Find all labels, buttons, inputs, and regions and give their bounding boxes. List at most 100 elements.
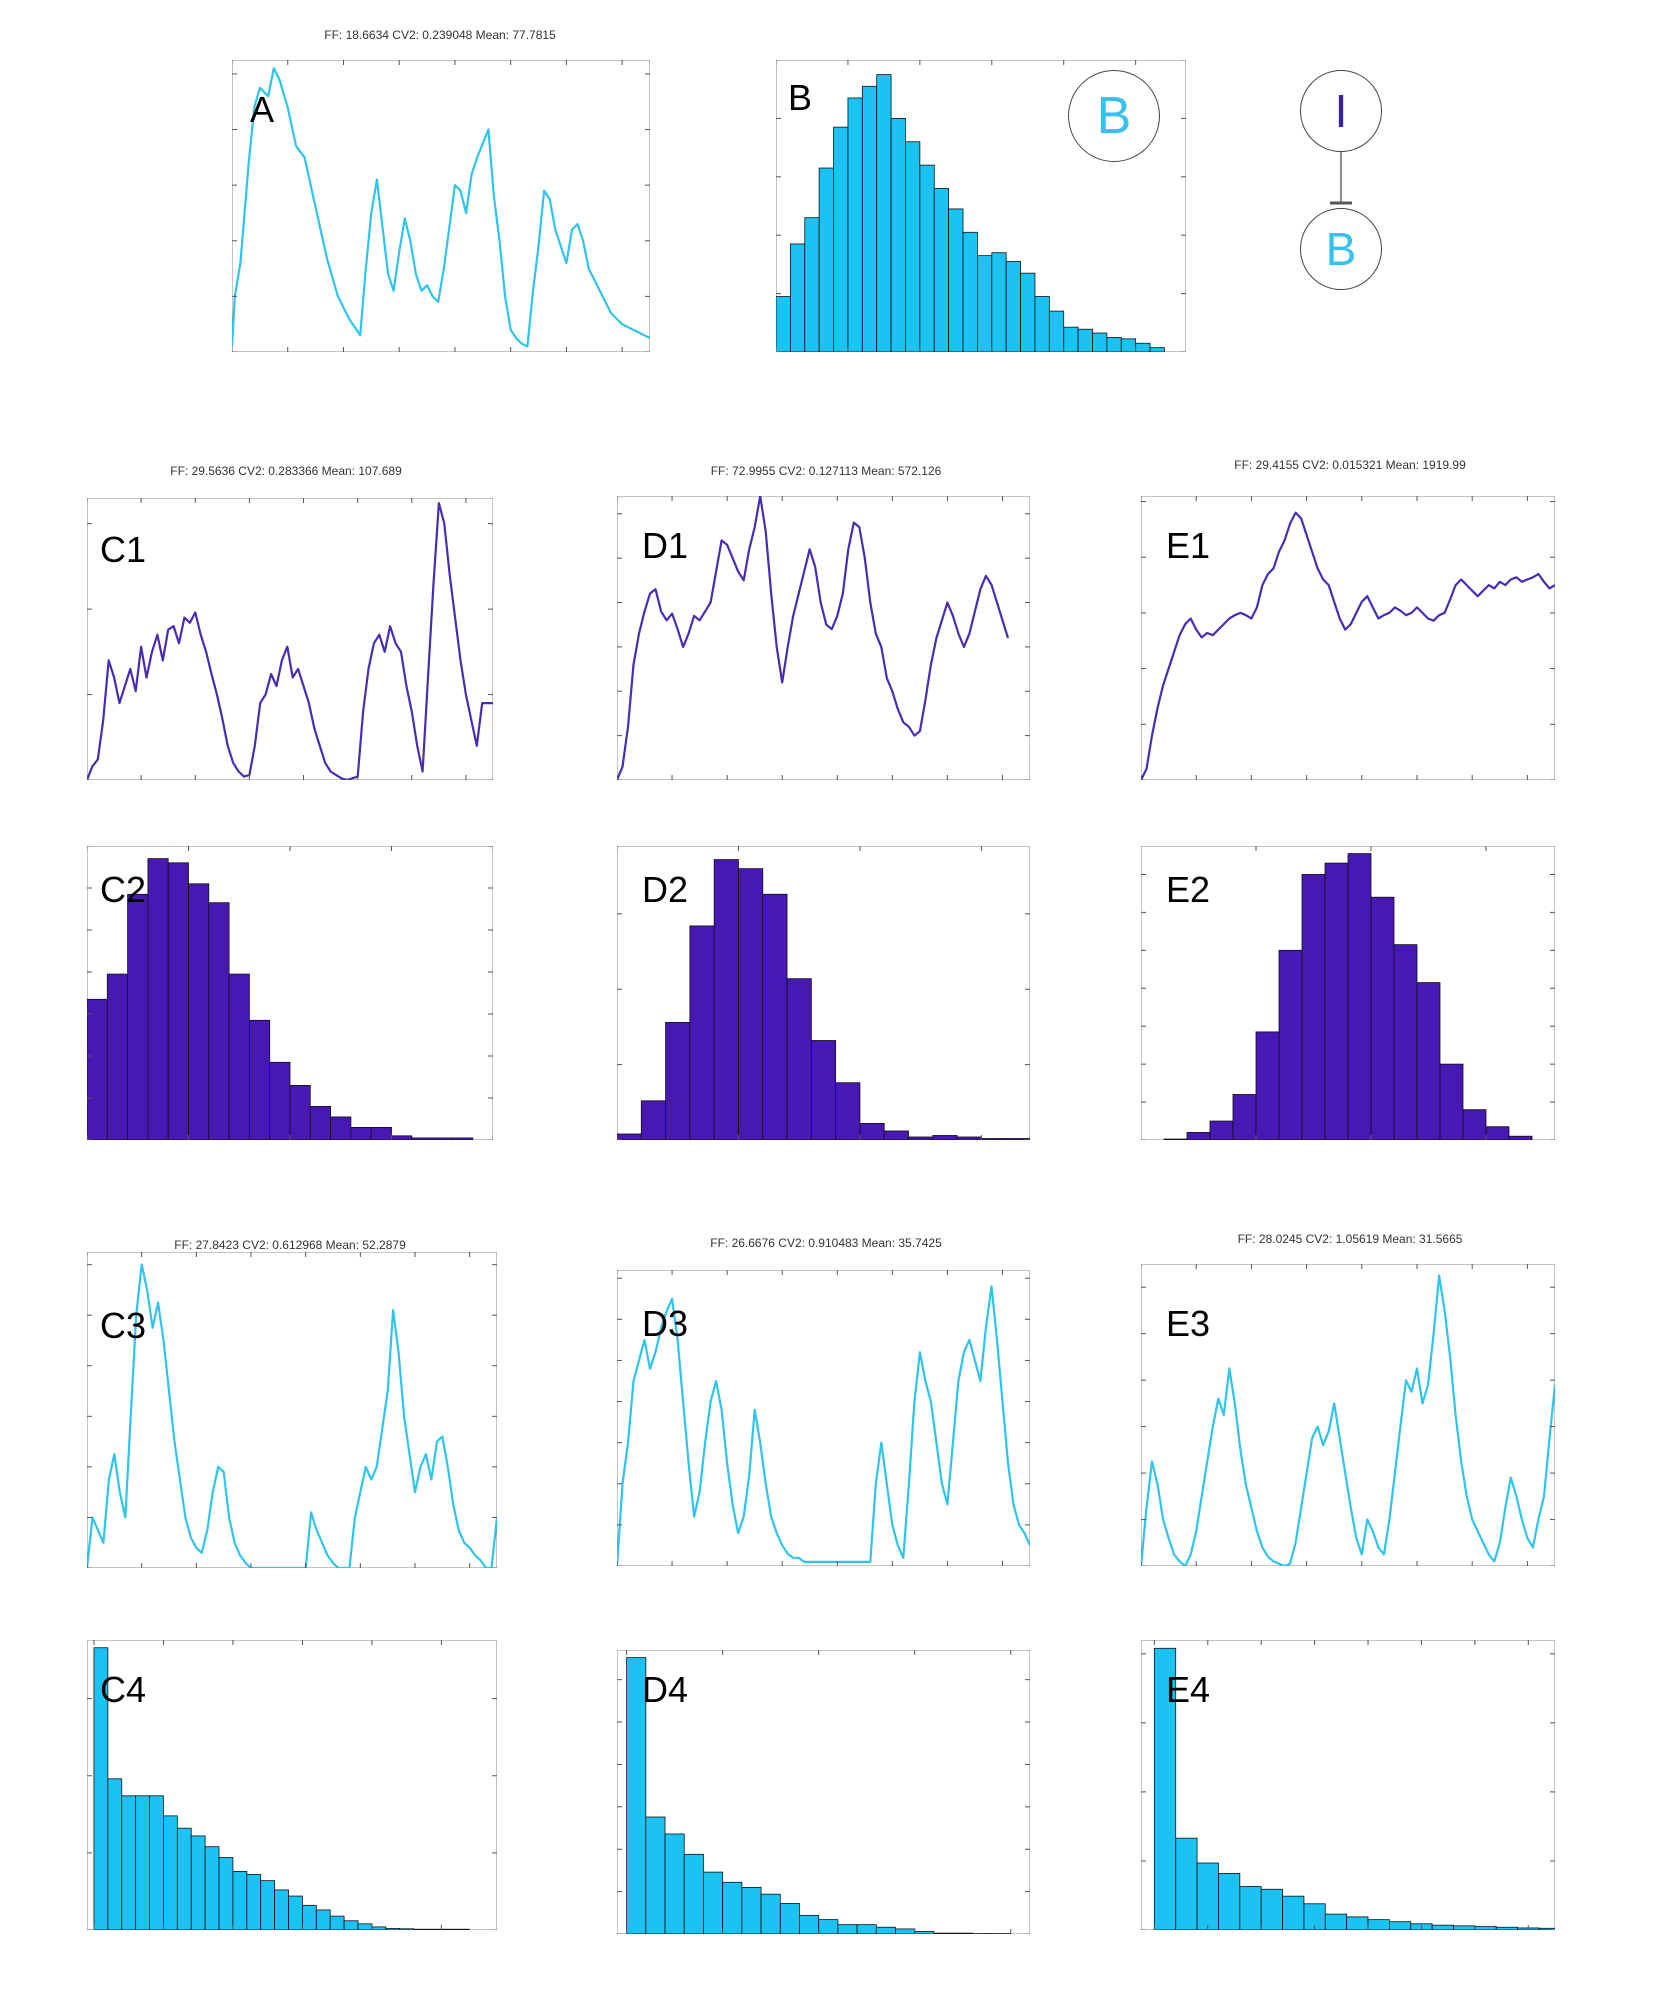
bar: [818, 167, 834, 352]
chart-c3: 0200400600800100012001400020406080100120…: [87, 1252, 497, 1568]
bar: [861, 85, 878, 352]
bar: [1196, 1862, 1219, 1930]
bar: [260, 1880, 276, 1930]
bar: [232, 1870, 248, 1930]
panel-label-e1: E1: [1166, 525, 1211, 566]
bar: [810, 1040, 837, 1140]
bar: [786, 978, 812, 1140]
bar: [343, 1920, 359, 1930]
chart-c4: 0501001502002500.000.050.100.15protein B…: [87, 1640, 497, 1930]
bar: [163, 1815, 178, 1930]
bar: [246, 1874, 262, 1930]
bar: [1149, 347, 1165, 352]
bar: [371, 1926, 387, 1930]
bar: [1218, 1872, 1241, 1930]
bar: [1474, 1926, 1497, 1930]
bar: [451, 1137, 474, 1140]
bar: [804, 217, 820, 352]
bar: [288, 1895, 303, 1930]
chart-d1: 0200400600800100012001400010020030040050…: [617, 496, 1030, 780]
bar: [1393, 944, 1418, 1140]
bar: [1485, 1126, 1510, 1140]
bar: [645, 1816, 666, 1934]
bar: [722, 1881, 743, 1934]
bar: [399, 1928, 415, 1930]
node-b: B: [1300, 208, 1382, 290]
bar: [204, 1846, 220, 1930]
series-line: [617, 1285, 1030, 1566]
bar: [835, 1082, 861, 1140]
bar: [799, 1914, 820, 1934]
bar: [1278, 949, 1303, 1140]
bar: [859, 1123, 885, 1140]
bar: [689, 925, 715, 1140]
plot-frame: [232, 60, 650, 352]
chart-a: 0200400600800100012001400020406080100tim…: [232, 60, 650, 352]
bar: [738, 868, 764, 1140]
bar: [933, 1932, 954, 1934]
bar: [269, 1061, 291, 1140]
bar: [1034, 296, 1050, 352]
bar: [1462, 1109, 1487, 1140]
bar: [135, 1795, 150, 1930]
chart-b: 0501001502002500.000.020.040.060.080.10p…: [776, 60, 1186, 352]
panel-b-node-label: B: [1096, 87, 1132, 145]
bar: [1163, 1138, 1188, 1140]
bar: [1092, 332, 1108, 352]
bar: [818, 1919, 839, 1934]
network-diagram: I B: [1270, 60, 1410, 310]
bar: [741, 1886, 762, 1934]
bar: [1255, 1031, 1280, 1140]
bar: [948, 208, 964, 352]
chart-title-c3: FF: 27.8423 CV2: 0.612968 Mean: 52.2879: [174, 1238, 406, 1252]
bar: [640, 1100, 666, 1140]
bar: [981, 1138, 1007, 1140]
bar: [1175, 1837, 1198, 1930]
node-b-label: B: [1325, 223, 1357, 275]
bar: [309, 1105, 332, 1140]
chart-title-d3: FF: 26.6676 CV2: 0.910483 Mean: 35.7425: [710, 1236, 942, 1250]
panel-label-e3: E3: [1166, 1303, 1211, 1344]
bar: [1370, 896, 1395, 1140]
bar: [350, 1126, 372, 1140]
bar: [952, 1932, 973, 1934]
chart-title-e3: FF: 28.0245 CV2: 1.05619 Mean: 31.5665: [1237, 1232, 1463, 1246]
bar: [289, 1084, 311, 1140]
bar: [914, 1931, 935, 1934]
bar: [370, 1126, 392, 1140]
bar: [330, 1116, 352, 1140]
panel-label-c3: C3: [100, 1305, 147, 1346]
bar: [1232, 1094, 1257, 1140]
bar: [149, 1795, 164, 1930]
bar: [883, 1130, 909, 1140]
chart-d2: 0500100015000.000.050.100.15proteinsProb…: [617, 846, 1030, 1140]
panel-label-a: A: [250, 89, 275, 130]
panel-label-d1: D1: [642, 525, 689, 566]
panel-label-c1: C1: [100, 529, 147, 570]
chart-d3: 0200400600800100012001400010203040506070…: [617, 1270, 1030, 1566]
bar: [776, 296, 791, 352]
bar: [413, 1928, 428, 1930]
bar: [933, 188, 950, 352]
bar: [1186, 1132, 1211, 1140]
series-line: [87, 501, 493, 780]
bar: [1077, 328, 1093, 352]
bar: [1388, 1921, 1412, 1930]
chart-title-d1: FF: 72.9955 CV2: 0.127113 Mean: 572.126: [710, 464, 942, 478]
bar: [760, 1893, 781, 1934]
bar: [762, 893, 788, 1140]
bar: [1495, 1926, 1519, 1930]
chart-e3: 0200400600800100012001400020406080100120…: [1141, 1264, 1555, 1566]
plot-frame: [617, 1270, 1030, 1566]
bar: [1301, 874, 1326, 1140]
bar: [617, 1133, 642, 1140]
chart-title-e1: FF: 29.4155 CV2: 0.015321 Mean: 1919.99: [1234, 458, 1466, 472]
bar: [391, 1135, 413, 1140]
bar: [876, 74, 892, 352]
series-line: [232, 67, 650, 348]
series-line: [1141, 1274, 1555, 1566]
plot-frame: [1141, 496, 1555, 780]
panel-label-c4: C4: [100, 1669, 147, 1710]
bar: [1324, 862, 1349, 1140]
bar: [208, 902, 230, 1140]
